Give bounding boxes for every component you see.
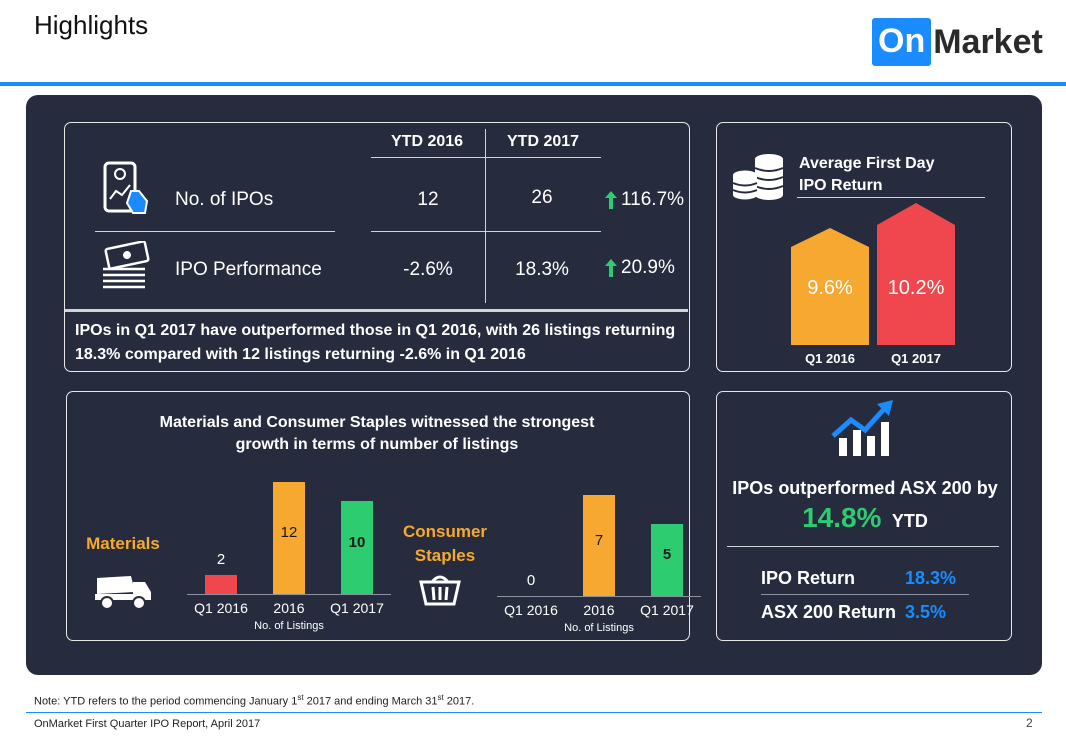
sector-title-line2: growth in terms of number of listings [235,436,519,453]
page-number: 2 [1026,716,1033,730]
up-arrow-icon [605,191,617,209]
axis-label-consumer-staples: No. of Listings [564,622,634,634]
asx-row-label-asx200: ASX 200 Return [761,602,897,622]
ipos-2017: 26 [531,187,553,208]
up-arrow-icon [605,259,617,277]
footer-divider [26,712,1042,713]
asx-row-value-ipo: 18.3% [905,568,957,588]
table-divider [485,129,486,303]
bar-consumer-staples-2 [651,524,683,596]
bar-value-materials-1: 12 [280,524,298,542]
row-label-ipos: No. of IPOs [175,189,274,210]
row-divider-left [95,231,335,232]
cash-stack-icon [97,240,153,296]
avg-return-title-line2: IPO Return [799,177,883,194]
tick-label-materials-1: 2016 [273,600,305,616]
ipos-change: 116.7% [605,189,684,211]
performance-change: 20.9% [605,257,675,279]
col-header-2016: YTD 2016 [391,133,464,150]
sector-panel-title: Materials and Consumer Staples witnessed… [67,412,687,456]
asx-row-label-ipo: IPO Return [761,568,856,588]
sector-name-consumer-line2: Staples [414,546,476,565]
bar-materials-2 [341,501,373,594]
footnote: Note: YTD refers to the period commencin… [34,693,474,708]
avg-return-house-chart [791,203,955,345]
row-divider-right [371,231,601,232]
bar-value-materials-2: 10 [348,533,366,551]
shopping-basket-icon [419,572,461,611]
footnote-sup-1: st [297,693,304,702]
tick-label-consumer-staples-1: 2016 [583,602,615,618]
sector-name-consumer-line1: Consumer [402,522,488,541]
sector-name-consumer-staples: Consumer Staples [393,520,497,568]
tick-label-materials-0: Q1 2016 [194,600,248,616]
bar-value-materials-0: 2 [216,551,226,569]
asx-row-value-asx200: 3.5% [905,602,947,622]
tick-label-consumer-staples-0: Q1 2016 [504,602,558,618]
sector-listings-panel: Materials and Consumer Staples witnessed… [66,391,701,641]
ipo-comparison-panel: YTD 2016 YTD 2017 No. of IPOs 12 26 116.… [64,122,690,372]
ipo-tablet-icon [101,161,153,226]
performance-2017: 18.3% [515,259,569,280]
bar-consumer-staples-1 [583,495,615,596]
footnote-part-b: 2017 and ending March 31 [303,695,438,708]
summary-divider [65,309,688,312]
coin-stack-icon [731,151,787,208]
bar-materials-0 [205,575,237,594]
bar-value-consumer-staples-2: 5 [662,546,672,563]
bar-value-consumer-staples-1: 7 [594,531,604,549]
asx-outperformance-pct: 14.8% [802,502,882,533]
axis-label-materials: No. of Listings [254,620,324,632]
house-bar-q1-2017 [877,203,955,345]
page-title: Highlights [34,10,149,40]
avg-first-day-return-panel: Average First Day IPO Return 9.6% 10.2% … [716,122,1012,372]
footnote-part-a: Note: YTD refers to the period commencin… [34,695,298,708]
asx-outperformance: 14.8% YTD [717,502,1013,534]
footnote-sup-2: st [437,693,444,702]
dump-truck-icon [93,570,153,615]
footer-source: OnMarket First Quarter IPO Report, April… [34,718,261,730]
asx-comparison-panel: IPOs outperformed ASX 200 by 14.8% YTD I… [716,391,1012,641]
avg-return-value-q1-2016: 9.6% [807,277,853,299]
chart-axis-materials [187,594,391,595]
ipos-change-value: 116.7% [621,189,685,210]
onmarket-logo[interactable]: On Market [872,12,1043,72]
footnote-part-c: 2017. [443,695,475,708]
tick-label-consumer-staples-2: Q1 2017 [640,602,694,618]
avg-return-title: Average First Day IPO Return [799,153,934,197]
avg-return-label-q1-2017: Q1 2017 [891,351,941,366]
sector-title-line1: Materials and Consumer Staples witnessed… [159,414,595,431]
avg-return-value-q1-2017: 10.2% [887,277,945,299]
sector-name-materials: Materials [86,534,160,553]
asx-divider [727,546,999,547]
row-label-performance: IPO Performance [175,259,322,280]
col-header-2017: YTD 2017 [507,133,580,150]
chart-axis-consumer-staples [497,596,701,597]
performance-change-value: 20.9% [621,257,675,278]
performance-2016: -2.6% [403,259,453,280]
header-divider [0,82,1066,86]
logo-market: Market [933,23,1043,61]
asx-outperformance-suffix: YTD [891,511,928,531]
ipos-2016: 12 [417,189,439,210]
header-underline [371,157,601,158]
avg-return-label-q1-2016: Q1 2016 [805,351,855,366]
tick-label-materials-2: Q1 2017 [330,600,384,616]
bar-value-consumer-staples-0: 0 [526,572,536,589]
ipo-summary-text: IPOs in Q1 2017 have outperformed those … [75,322,676,363]
house-bar-q1-2016 [791,228,869,345]
avg-return-underline [797,197,985,198]
asx-headline: IPOs outperformed ASX 200 by [732,478,998,498]
asx-row-divider [761,594,969,595]
growth-chart-icon [831,398,897,463]
bar-materials-1 [273,482,305,594]
avg-return-title-line1: Average First Day [799,155,935,172]
highlights-dashboard: YTD 2016 YTD 2017 No. of IPOs 12 26 116.… [26,95,1042,675]
logo-on: On [872,18,932,66]
